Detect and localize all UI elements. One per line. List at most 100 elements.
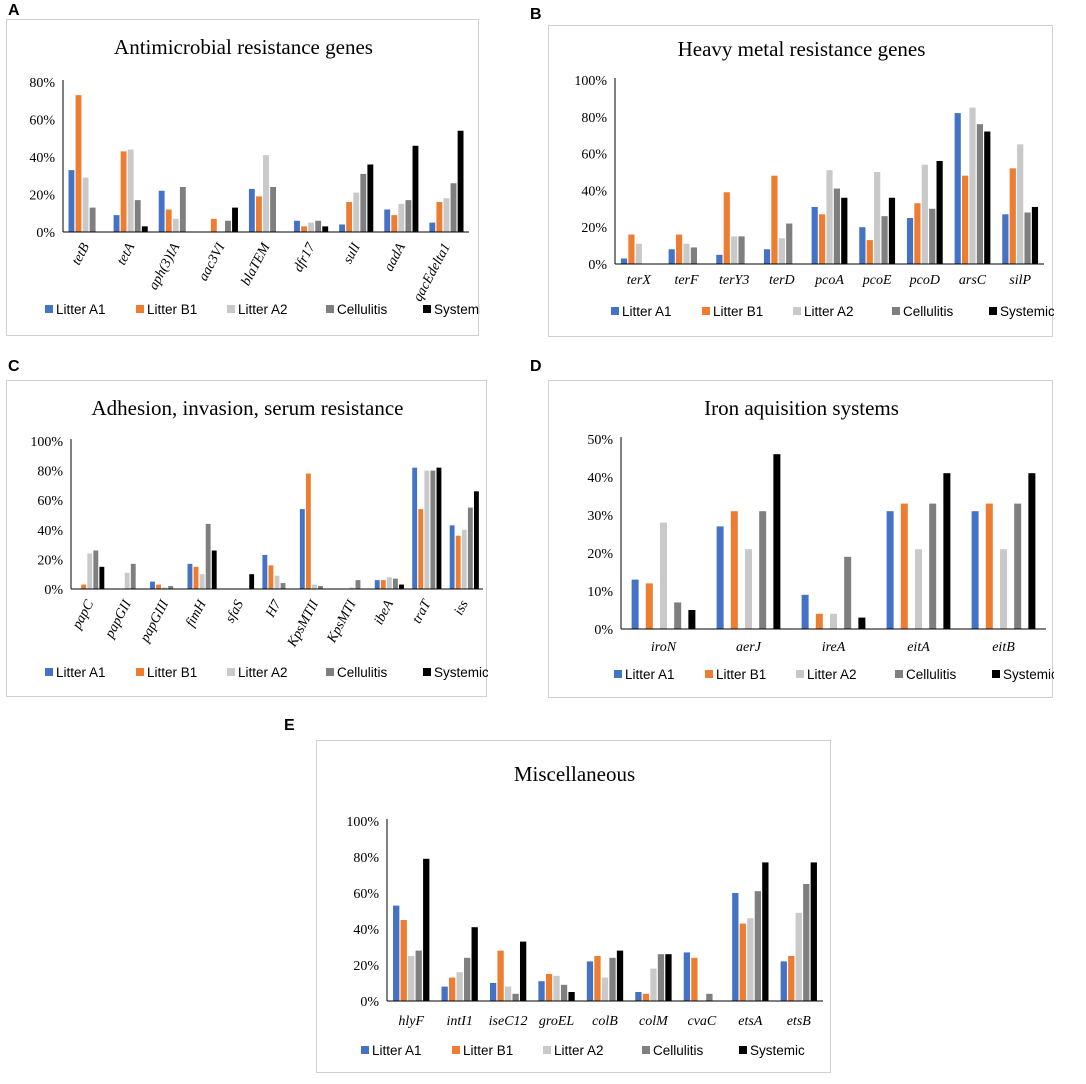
panel-label-d: D xyxy=(530,358,542,375)
bar xyxy=(68,170,75,232)
bar xyxy=(134,200,141,232)
x-tick-label: pcoD xyxy=(909,273,940,288)
chart-antimicrobial-resistance: Antimicrobial resistance genes 0% 20% 40% 60… xyxy=(6,19,480,336)
bar xyxy=(786,223,793,264)
bar xyxy=(1009,168,1016,264)
y-tick-label: 60% xyxy=(353,887,379,902)
x-tick-label: colM xyxy=(639,1014,669,1029)
bar xyxy=(635,992,642,1001)
bar xyxy=(881,216,888,264)
legend-swatch xyxy=(739,1046,747,1054)
chart-svg: Heavy metal resistance genes 0% 20% 40% 60% 8… xyxy=(574,37,1054,319)
bar xyxy=(141,226,148,232)
legend-label: Litter B1 xyxy=(716,667,766,682)
x-tick-label: blaTEM xyxy=(239,240,274,289)
bar xyxy=(762,862,769,1001)
bar xyxy=(497,950,504,1001)
legend-swatch xyxy=(326,305,334,313)
legend-label: Cellulitis xyxy=(906,667,957,682)
bar xyxy=(249,574,255,589)
x-tick-label: terF xyxy=(674,273,699,288)
bar xyxy=(457,130,464,232)
bar xyxy=(391,215,398,232)
legend-swatch xyxy=(989,307,997,315)
legend-label: Systemic xyxy=(750,1043,805,1058)
bar xyxy=(811,206,818,264)
bar xyxy=(399,584,404,589)
bar xyxy=(929,503,937,629)
x-tick-label: traT xyxy=(410,597,435,626)
bar xyxy=(461,529,467,589)
x-tick-label: iss xyxy=(452,597,472,618)
legend-label: Litter B1 xyxy=(713,304,763,319)
legend-label: Litter A1 xyxy=(622,304,672,319)
bar xyxy=(620,258,628,264)
bar xyxy=(156,584,162,589)
y-tick-label: 40% xyxy=(37,524,63,539)
bar xyxy=(450,183,457,232)
y-tick-label: 50% xyxy=(587,433,613,448)
x-tick-label: eitB xyxy=(992,640,1015,655)
legend-item: Cellulitis xyxy=(326,665,388,680)
bar xyxy=(130,563,136,589)
y-tick-label: 80% xyxy=(581,111,607,126)
bar xyxy=(723,192,730,264)
legend-swatch xyxy=(45,668,53,676)
legend-label: Litter A2 xyxy=(804,304,854,319)
legend-label: Systemic xyxy=(434,665,488,680)
bar xyxy=(859,227,866,264)
bar xyxy=(355,580,361,589)
bar xyxy=(519,941,527,1001)
x-tick-label: dfr17 xyxy=(291,240,319,275)
bar xyxy=(1017,144,1024,264)
bar xyxy=(971,511,979,629)
legend-label: Litter B1 xyxy=(463,1043,513,1058)
legend-swatch xyxy=(326,668,334,676)
y-tick-label: 10% xyxy=(587,585,613,600)
y-tick-label: 20% xyxy=(581,221,607,236)
bar xyxy=(415,950,422,1001)
y-tick-label: 40% xyxy=(581,184,607,199)
bar xyxy=(888,197,896,264)
bar xyxy=(906,218,914,264)
legend-item: Litter A2 xyxy=(793,304,854,319)
bar xyxy=(179,187,186,232)
bar xyxy=(616,950,624,1001)
panel-label-b: B xyxy=(530,6,542,23)
bar xyxy=(915,549,922,629)
bar xyxy=(308,222,315,232)
x-tick-label: sulI xyxy=(341,240,365,267)
legend-swatch xyxy=(361,1046,369,1054)
x-tick-label: pcoA xyxy=(814,273,844,288)
y-tick-label: 100% xyxy=(574,74,607,89)
bar xyxy=(360,173,367,232)
bar xyxy=(759,511,767,629)
legend-item: Litter A2 xyxy=(227,302,288,317)
x-tick-label: groEL xyxy=(539,1014,574,1029)
bar xyxy=(833,188,840,264)
legend-item: Litter A1 xyxy=(45,302,106,317)
bar xyxy=(256,196,262,232)
legend-swatch xyxy=(642,1046,650,1054)
bar xyxy=(1014,503,1022,629)
bar xyxy=(683,952,691,1001)
bar xyxy=(609,957,616,1001)
bar xyxy=(936,160,943,264)
legend-item: Cellulitis xyxy=(326,302,388,317)
bar xyxy=(127,149,134,232)
legend-swatch xyxy=(227,668,235,676)
bar xyxy=(706,993,713,1001)
bar xyxy=(886,511,894,629)
bar xyxy=(795,912,802,1001)
x-tick-label: aac3VI xyxy=(196,240,229,284)
bar xyxy=(312,584,317,589)
bar xyxy=(984,131,991,264)
bar xyxy=(969,107,976,264)
chart-title: Miscellaneous xyxy=(514,762,635,786)
x-tick-label: aerJ xyxy=(736,640,762,655)
bar xyxy=(560,984,568,1001)
bar xyxy=(730,511,738,629)
legend-swatch xyxy=(793,307,801,315)
bar xyxy=(398,203,405,232)
y-tick-label: 0% xyxy=(588,258,607,273)
